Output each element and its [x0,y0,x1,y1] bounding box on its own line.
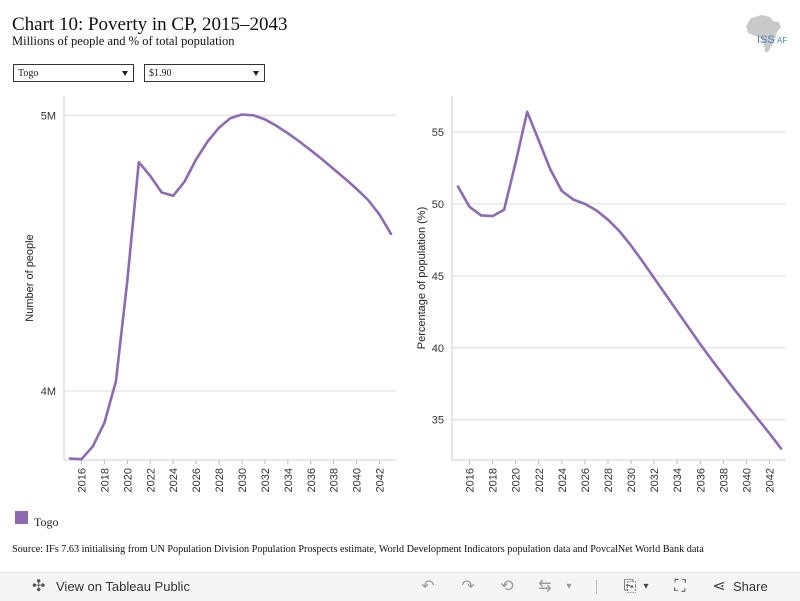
x-tick-label: 2042 [375,468,387,492]
source-note: Source: IFs 7.63 initialising from UN Po… [12,544,704,555]
country-select-value: Togo [18,68,39,79]
x-tick-label: 2026 [191,468,203,492]
series-line-togo [456,110,783,450]
y-tick-label: 35 [432,415,444,427]
y-axis-title: Percentage of population (%) [416,207,428,349]
issafrica-logo: ISS AF [746,15,787,52]
x-tick-label: 2038 [329,468,341,492]
x-tick-label: 2034 [283,468,295,492]
x-tick-label: 2042 [764,468,776,492]
y-tick-label: 40 [432,343,444,355]
x-tick-label: 2034 [672,468,684,492]
x-tick-label: 2026 [580,468,592,492]
x-tick-label: 2020 [122,468,134,492]
x-tick-label: 2018 [99,468,111,492]
chevron-down-icon [122,71,128,76]
poverty-line-select[interactable]: $1.90 [144,64,265,82]
x-tick-label: 2022 [534,468,546,492]
chevron-down-icon[interactable]: ▾ [566,581,572,592]
view-on-tableau-link[interactable]: View on Tableau Public [56,579,190,594]
x-tick-label: 2028 [603,468,615,492]
x-tick-label: 2032 [649,468,661,492]
series-line-togo [68,113,393,461]
logo-text: ISS [757,34,775,46]
undo-icon[interactable]: ↶ [421,578,435,595]
poverty-line-select-value: $1.90 [149,68,172,79]
logo-suffix: AF [777,36,787,45]
x-tick-label: 2020 [511,468,523,492]
share-icon[interactable]: ⋖ [712,578,726,595]
x-tick-label: 2016 [465,468,477,492]
chart-title: Chart 10: Poverty in CP, 2015–2043 [12,14,288,35]
fullscreen-icon[interactable]: ⛶ [674,578,686,595]
africa-map-icon [746,15,781,52]
x-tick-label: 2022 [145,468,157,492]
tableau-logo-icon: ✣ [32,578,46,595]
x-tick-label: 2036 [695,468,707,492]
y-tick-label: 45 [432,271,444,283]
x-tick-label: 2040 [352,468,364,492]
tableau-toolbar: ✣ View on Tableau Public ↶ ↷ ⟲ ⇆ ▾ ⎘ ▾ ⛶… [0,572,800,601]
x-tick-label: 2016 [76,468,88,492]
x-tick-label: 2028 [214,468,226,492]
x-tick-label: 2030 [237,468,249,492]
revert-icon[interactable]: ⟲ [500,578,514,595]
toolbar-divider [596,580,597,594]
y-tick-label: 4M [41,386,56,398]
x-tick-label: 2038 [718,468,730,492]
country-select[interactable]: Togo [13,64,134,82]
chevron-down-icon[interactable]: ▾ [643,581,649,592]
y-axis-title: Number of people [24,234,36,321]
x-tick-label: 2036 [306,468,318,492]
x-tick-label: 2018 [488,468,500,492]
share-button[interactable]: Share [733,579,768,594]
refresh-icon[interactable]: ⇆ [538,578,552,595]
legend-label: Togo [34,515,59,529]
y-tick-label: 50 [432,199,444,211]
chevron-down-icon [253,71,259,76]
x-tick-label: 2030 [626,468,638,492]
x-tick-label: 2024 [557,468,569,492]
x-tick-label: 2024 [168,468,180,492]
download-icon[interactable]: ⎘ [623,578,637,595]
y-tick-label: 55 [432,127,444,139]
x-tick-label: 2032 [260,468,272,492]
redo-icon[interactable]: ↷ [461,578,475,595]
chart-subtitle: Millions of people and % of total popula… [12,34,235,48]
y-tick-label: 5M [41,110,56,122]
legend-swatch[interactable] [15,511,28,524]
x-tick-label: 2040 [741,468,753,492]
